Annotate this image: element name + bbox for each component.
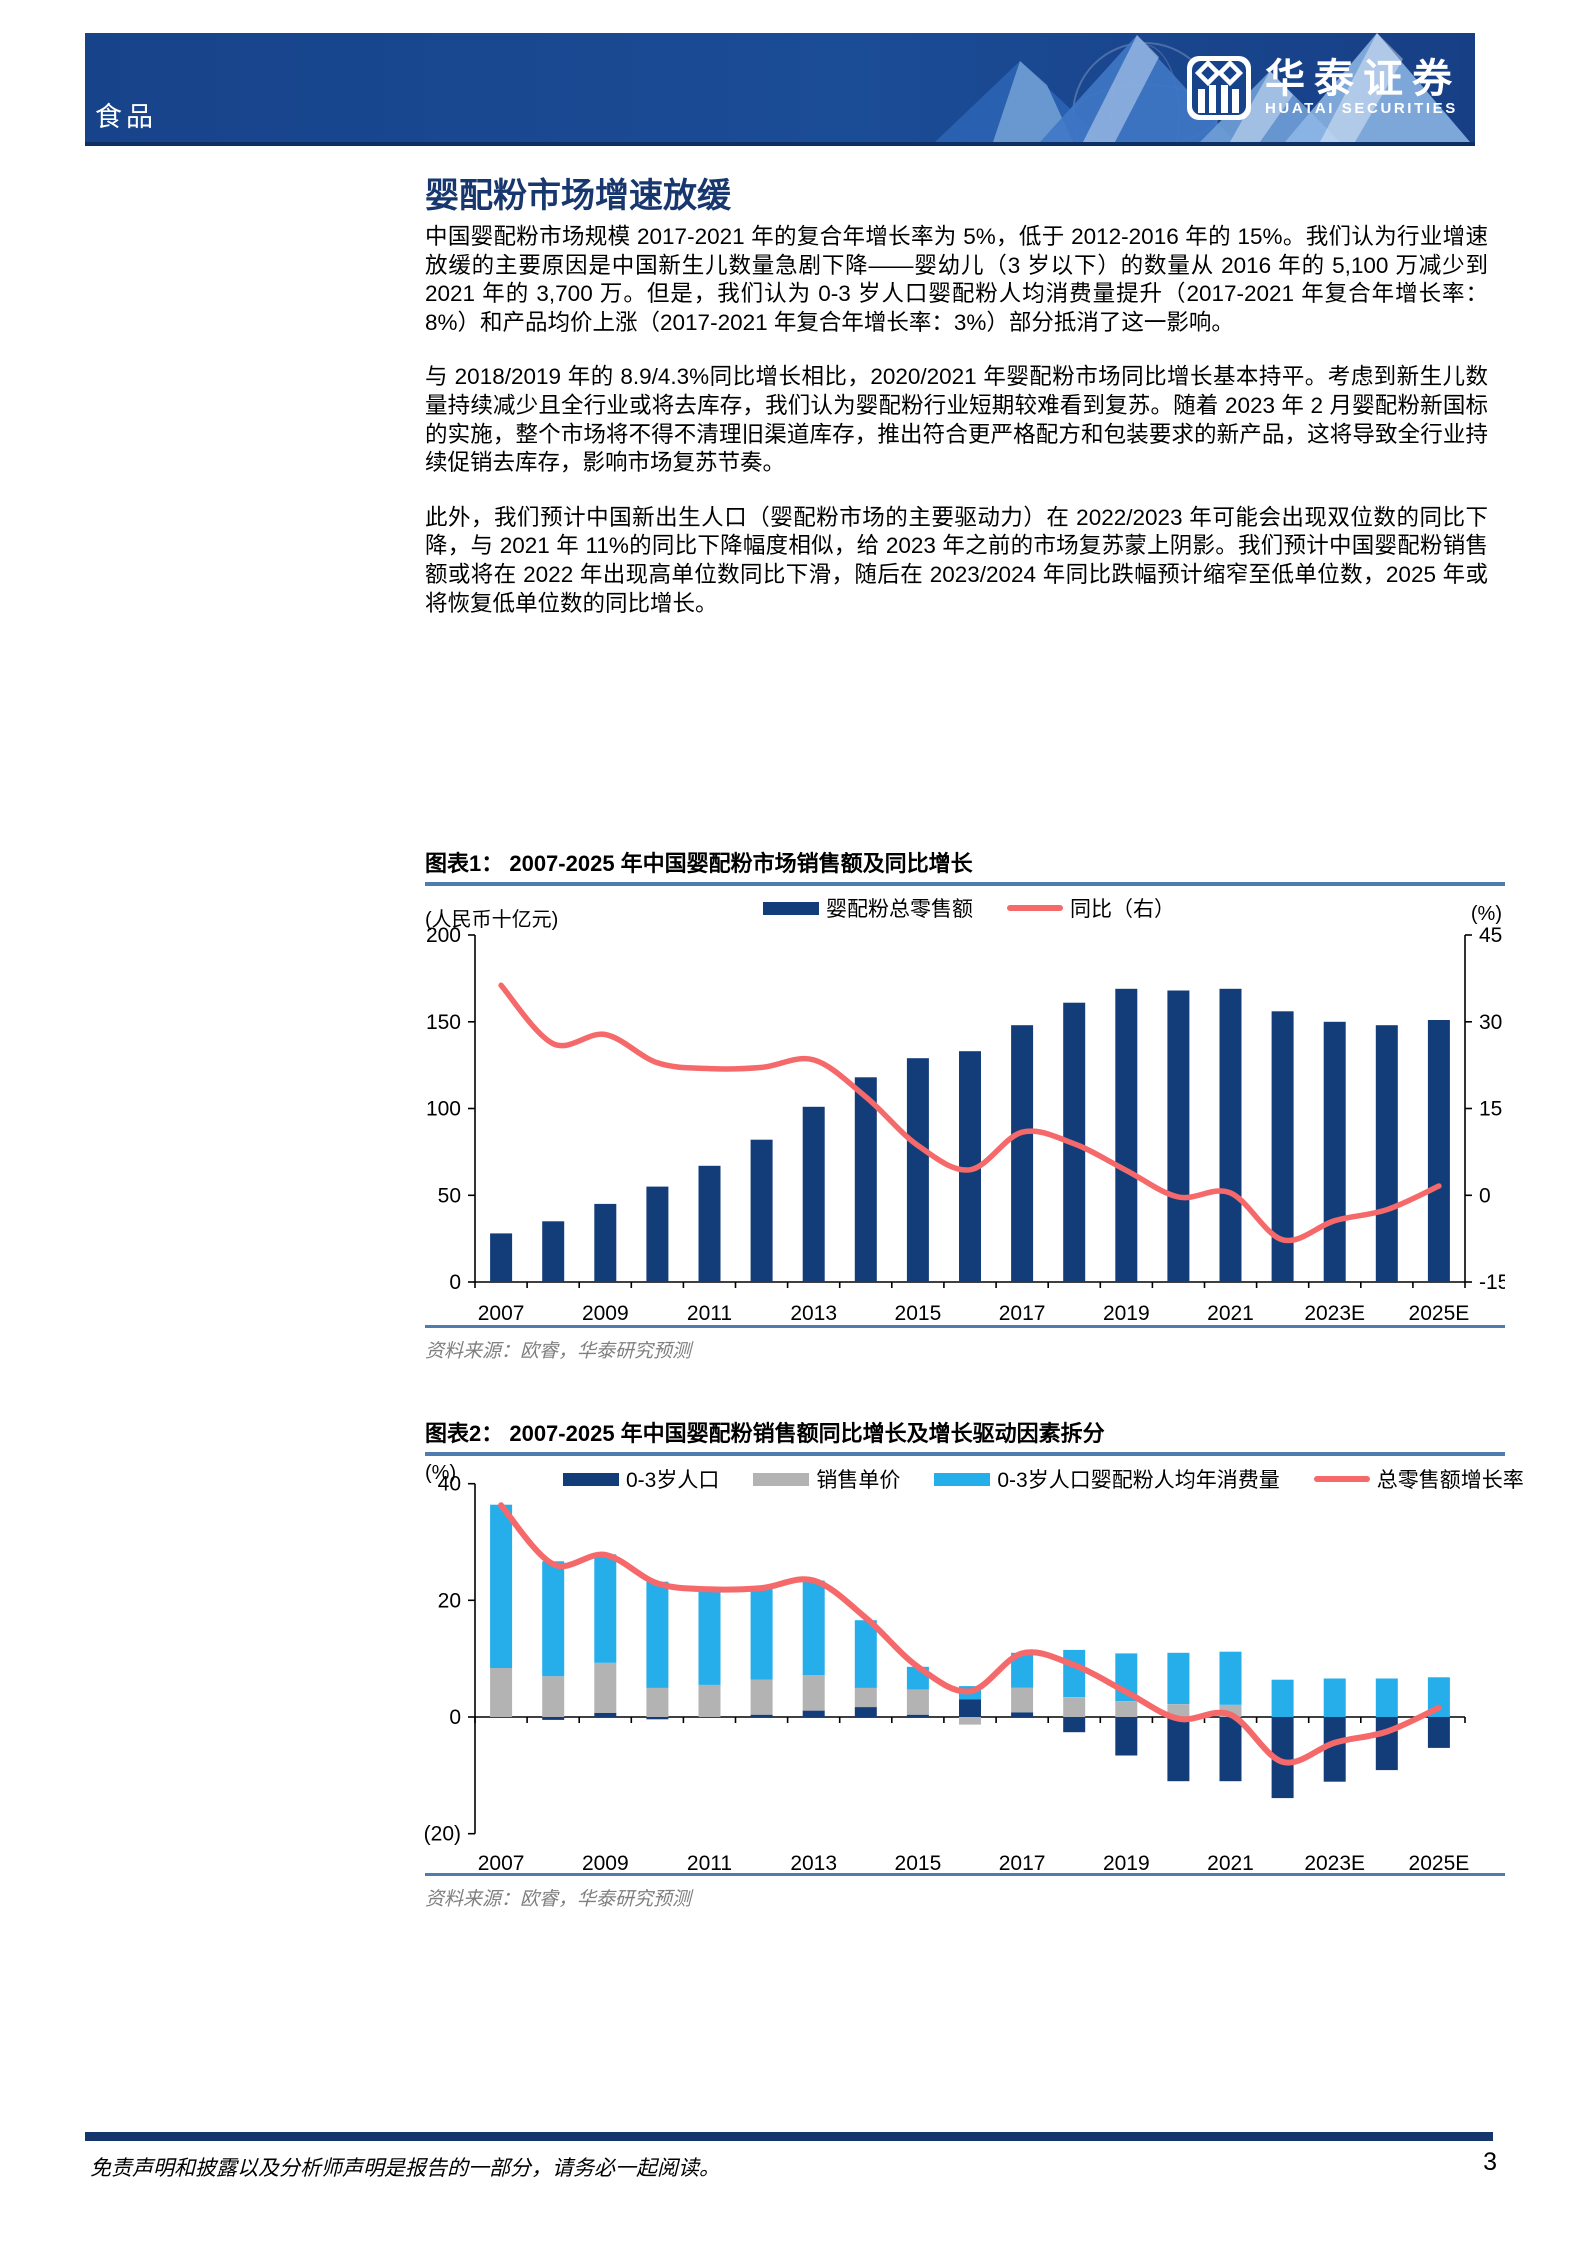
svg-text:30: 30	[1479, 1011, 1502, 1034]
paragraph-2: 与 2018/2019 年的 8.9/4.3%同比增长相比，2020/2021 …	[425, 364, 1488, 476]
header-graphic	[935, 33, 1470, 142]
paragraph-1: 中国婴配粉市场规模 2017-2021 年的复合年增长率为 5%，低于 2012…	[425, 224, 1488, 335]
svg-text:2009: 2009	[582, 1852, 629, 1870]
legend-label: 0-3岁人口婴配粉人均年消费量	[997, 1469, 1280, 1492]
svg-text:2011: 2011	[687, 1302, 732, 1325]
line-swatch	[1007, 905, 1063, 911]
article-body: 中国婴配粉市场规模 2017-2021 年的复合年增长率为 5%，低于 2012…	[425, 223, 1488, 644]
legend-label: 0-3岁人口	[626, 1469, 720, 1492]
figure2-caption-rule	[425, 1452, 1505, 1456]
svg-text:2025E: 2025E	[1409, 1852, 1470, 1870]
svg-text:2009: 2009	[582, 1302, 629, 1325]
bar-swatch	[763, 901, 819, 915]
figure2-bottom-rule	[425, 1873, 1505, 1876]
figure1-right-axis-unit: (%)	[1470, 903, 1502, 925]
legend-item: 0-3岁人口	[563, 1464, 719, 1494]
page-number: 3	[1483, 2148, 1497, 2176]
svg-text:2017: 2017	[999, 1852, 1046, 1870]
legend-label: 总零售额增长率	[1376, 1469, 1524, 1492]
svg-text:50: 50	[438, 1184, 461, 1207]
svg-text:100: 100	[426, 1098, 461, 1121]
figure2-source: 资料来源：欧睿，华泰研究预测	[425, 1889, 692, 1910]
figure1-left-axis-unit: (人民币十亿元)	[425, 909, 559, 931]
svg-text:40: 40	[438, 1473, 461, 1496]
figure1-bottom-rule	[425, 1325, 1505, 1328]
svg-text:2021: 2021	[1207, 1852, 1254, 1870]
svg-text:-15: -15	[1479, 1271, 1505, 1294]
legend-item: 总零售额增长率	[1313, 1464, 1524, 1494]
paragraph-3: 此外，我们预计中国新出生人口（婴配粉市场的主要驱动力）在 2022/2023 年…	[425, 504, 1488, 616]
svg-text:2015: 2015	[895, 1852, 942, 1870]
figure2-caption: 图表2： 2007-2025 年中国婴配粉销售额同比增长及增长驱动因素拆分	[425, 1421, 1105, 1446]
svg-text:2019: 2019	[1103, 1852, 1150, 1870]
svg-text:2007: 2007	[478, 1852, 525, 1870]
legend-item: 销售单价	[753, 1464, 900, 1494]
svg-text:2019: 2019	[1103, 1302, 1150, 1325]
figure1-legend: 婴配粉总零售额 同比（右）	[763, 893, 1209, 923]
report-category: 食品	[95, 102, 157, 132]
huatai-logo-icon	[1187, 55, 1251, 120]
huatai-logo: 华泰证券 HUATAI SECURITIES	[1187, 55, 1461, 120]
svg-text:2013: 2013	[790, 1852, 837, 1870]
brand-name-en: HUATAI SECURITIES	[1265, 100, 1458, 117]
svg-text:20: 20	[438, 1589, 461, 1612]
legend-item: 同比（右）	[1007, 893, 1175, 923]
svg-text:2025E: 2025E	[1409, 1302, 1470, 1325]
svg-text:(20): (20)	[424, 1823, 461, 1846]
svg-text:2023E: 2023E	[1304, 1852, 1365, 1870]
bar-swatch	[753, 1472, 810, 1486]
footer-disclaimer: 免责声明和披露以及分析师声明是报告的一部分，请务必一起阅读。	[90, 2157, 720, 2180]
svg-text:2011: 2011	[687, 1852, 732, 1870]
svg-text:2013: 2013	[790, 1302, 837, 1325]
brand-name-cn: 华泰证券	[1265, 57, 1461, 101]
figure1-caption: 图表1： 2007-2025 年中国婴配粉市场销售额及同比增长	[425, 851, 973, 876]
svg-text:0: 0	[449, 1706, 461, 1729]
figure1-caption-rule	[425, 882, 1505, 886]
svg-text:45: 45	[1479, 924, 1502, 947]
svg-text:150: 150	[426, 1011, 461, 1034]
svg-text:200: 200	[426, 924, 461, 947]
legend-label: 销售单价	[816, 1469, 901, 1492]
legend-label: 婴配粉总零售额	[826, 898, 973, 921]
svg-text:0: 0	[1479, 1184, 1491, 1207]
page-title: 婴配粉市场增速放缓	[425, 177, 731, 215]
figure2-chart: 2007 2009 2011 2013 2015 2017 2019 2021 2023E 202…	[424, 1473, 1470, 1870]
legend-item: 0-3岁人口婴配粉人均年消费量	[934, 1464, 1280, 1494]
legend-label: 同比（右）	[1070, 898, 1175, 921]
figure1-source: 资料来源：欧睿，华泰研究预测	[425, 1341, 692, 1362]
figure2-left-axis-unit: (%)	[425, 1462, 457, 1484]
header-band: 食品 华泰证券 HUATAI SECURITIES	[85, 33, 1475, 146]
bar-swatch	[563, 1472, 619, 1486]
svg-text:15: 15	[1479, 1098, 1502, 1121]
figure2-legend: 0-3岁人口 销售单价 0-3岁人口婴配粉人均年消费量 总零售额增长率	[563, 1464, 1524, 1494]
line-swatch	[1313, 1476, 1370, 1482]
figure1-chart: 2007 2009 2011 2013 2015 2017 2019 2021 2023E 202…	[426, 924, 1505, 1325]
legend-item: 婴配粉总零售额	[763, 893, 973, 923]
svg-text:2007: 2007	[478, 1302, 525, 1325]
svg-text:2021: 2021	[1207, 1302, 1254, 1325]
svg-text:2015: 2015	[895, 1302, 942, 1325]
footer-rule	[85, 2132, 1493, 2141]
svg-text:2023E: 2023E	[1304, 1302, 1365, 1325]
bar-swatch	[934, 1472, 991, 1486]
svg-text:0: 0	[449, 1271, 461, 1294]
svg-text:2017: 2017	[999, 1302, 1046, 1325]
